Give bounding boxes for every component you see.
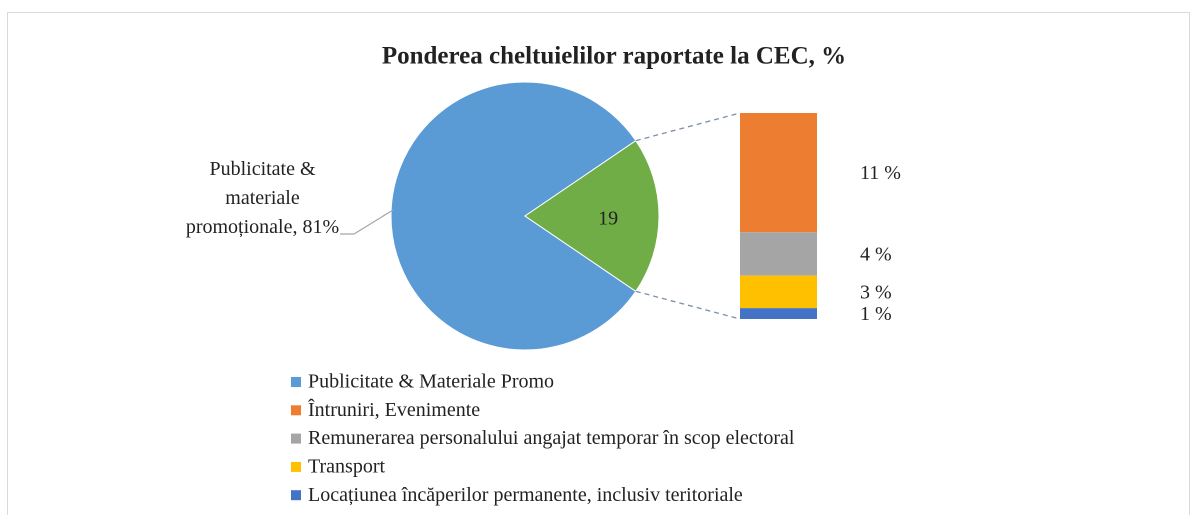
bar-data-label: 4 % bbox=[860, 244, 892, 266]
legend-swatch bbox=[291, 377, 301, 387]
bar-data-label: 1 % bbox=[860, 303, 892, 325]
bar-data-label: 11 % bbox=[860, 162, 901, 184]
bar-data-label: 3 % bbox=[860, 281, 892, 303]
legend-swatch bbox=[291, 490, 301, 501]
legend-label: Întruniri, Evenimente bbox=[308, 398, 480, 421]
legend-label: Remunerarea personalului angajat tempora… bbox=[308, 427, 795, 449]
bar-segment bbox=[740, 275, 817, 309]
legend-swatch bbox=[291, 405, 301, 416]
leader-line bbox=[340, 209, 394, 235]
bar-segment bbox=[740, 113, 817, 233]
chart-frame bbox=[7, 12, 1190, 515]
bar-segment bbox=[740, 308, 817, 319]
legend-label: Locațiunea încăperilor permanente, inclu… bbox=[308, 484, 743, 506]
legend-label: Transport bbox=[308, 455, 385, 477]
connector-line bbox=[635, 290, 741, 320]
legend-label: Publicitate & Materiale Promo bbox=[308, 371, 554, 393]
chart-title: Ponderea cheltuielilor raportate la CEC,… bbox=[382, 43, 846, 70]
legend-swatch bbox=[291, 433, 301, 444]
pie-data-label: 19 bbox=[598, 208, 618, 230]
pie-slice bbox=[524, 139, 660, 293]
pie-data-label: Publicitate & materiale promoționale, 81… bbox=[185, 158, 340, 238]
connector-line bbox=[635, 112, 741, 142]
pie-slice bbox=[390, 81, 637, 351]
legend-swatch bbox=[291, 461, 301, 472]
bar-segment bbox=[740, 232, 817, 276]
